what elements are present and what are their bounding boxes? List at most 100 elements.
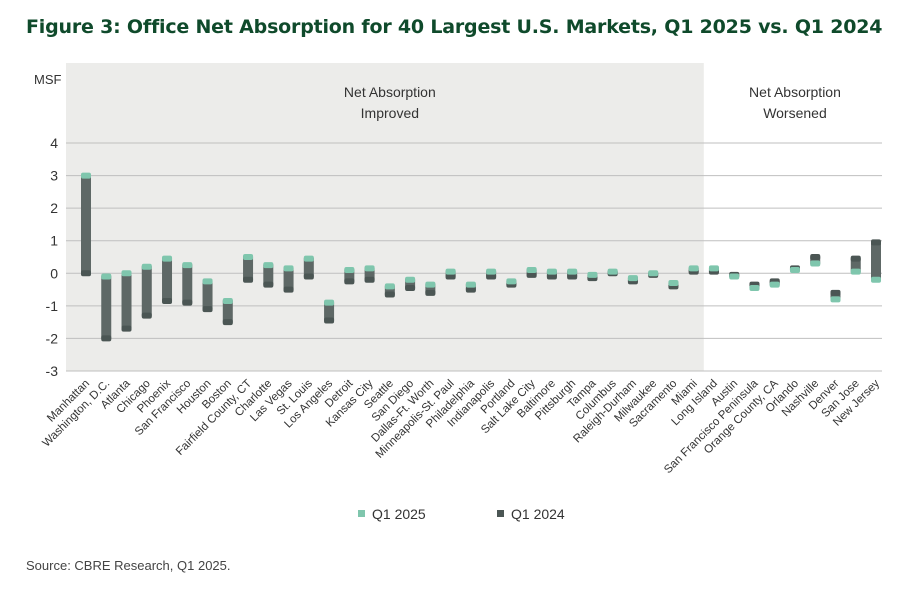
market-range xyxy=(141,263,152,319)
q1-2025-marker xyxy=(425,281,436,288)
q1-2025-marker xyxy=(648,270,659,277)
range-bar xyxy=(162,256,173,303)
q1-2024-marker xyxy=(101,335,112,342)
q1-2025-marker xyxy=(810,260,821,267)
y-tick-label: 4 xyxy=(50,135,58,151)
improved-region-background xyxy=(66,63,704,371)
q1-2025-marker xyxy=(749,284,760,291)
q1-2025-marker xyxy=(627,275,638,282)
range-bar xyxy=(222,298,233,325)
q1-2025-marker xyxy=(465,281,476,288)
q1-2025-marker xyxy=(789,267,800,274)
q1-2025-marker xyxy=(364,265,375,272)
y-tick-label: -2 xyxy=(46,330,59,346)
market-range xyxy=(627,275,638,285)
market-range xyxy=(445,268,456,280)
q1-2025-marker xyxy=(850,268,861,275)
y-tick-label: 1 xyxy=(50,233,58,249)
q1-2025-marker xyxy=(344,267,355,274)
market-range xyxy=(668,280,679,290)
q1-2025-marker xyxy=(567,268,578,275)
q1-2024-marker xyxy=(344,278,355,285)
y-tick-label: -1 xyxy=(46,298,59,314)
region-label: Worsened xyxy=(763,105,827,121)
q1-2024-marker xyxy=(364,276,375,283)
market-range xyxy=(182,262,193,306)
q1-2025-marker xyxy=(182,262,193,269)
q1-2025-marker xyxy=(506,278,517,285)
q1-2024-marker xyxy=(81,270,91,277)
market-range xyxy=(688,265,699,275)
range-bar xyxy=(81,173,91,276)
q1-2024-marker xyxy=(405,284,416,291)
q1-2024-marker xyxy=(850,255,861,262)
q1-2024-marker xyxy=(202,306,213,313)
q1-2025-marker xyxy=(830,296,841,303)
range-bars xyxy=(81,172,881,342)
y-tick-label: -3 xyxy=(46,363,59,379)
q1-2024-marker xyxy=(263,281,274,288)
range-bar xyxy=(324,300,335,323)
q1-2025-marker xyxy=(526,267,537,274)
q1-2025-marker xyxy=(445,268,456,275)
market-range xyxy=(708,265,719,275)
market-range xyxy=(830,289,841,303)
y-axis-label: MSF xyxy=(34,72,62,87)
q1-2025-marker xyxy=(546,268,557,275)
region-labels: Net Absorption Improved Net Absorption Wors… xyxy=(344,84,841,121)
market-range xyxy=(850,255,861,275)
q1-2024-marker xyxy=(162,297,173,304)
range-bar xyxy=(121,271,132,331)
market-range xyxy=(263,262,274,288)
market-range xyxy=(162,255,173,304)
market-range xyxy=(749,281,760,291)
q1-2024-marker xyxy=(526,271,537,278)
background-layer xyxy=(66,63,704,371)
q1-2024-marker xyxy=(810,254,821,260)
market-range xyxy=(283,265,294,293)
q1-2025-marker xyxy=(202,278,213,285)
q1-2024-marker xyxy=(303,273,314,280)
q1-2024-marker xyxy=(384,291,395,298)
q1-2025-marker xyxy=(769,281,780,288)
market-range xyxy=(810,254,821,267)
q1-2025-marker xyxy=(162,255,173,262)
region-label: Net Absorption xyxy=(749,84,841,100)
q1-2024-marker xyxy=(425,289,436,296)
q1-2025-marker xyxy=(405,276,416,283)
q1-2025-marker xyxy=(708,265,719,272)
q1-2025-marker xyxy=(486,268,497,275)
q1-2024-marker xyxy=(222,319,233,326)
market-range xyxy=(344,267,355,285)
legend-swatch xyxy=(358,510,365,517)
q1-2024-marker xyxy=(445,273,456,280)
y-tick-label: 0 xyxy=(50,265,58,281)
market-range xyxy=(506,278,517,288)
market-range xyxy=(324,299,335,324)
market-range xyxy=(81,172,91,277)
q1-2025-marker xyxy=(303,255,314,262)
range-bar xyxy=(263,263,274,287)
q1-2024-marker xyxy=(465,286,476,293)
market-range xyxy=(729,271,740,280)
market-range xyxy=(546,268,557,280)
q1-2025-marker xyxy=(81,172,91,179)
legend-swatch xyxy=(497,510,504,517)
y-tick-label: 3 xyxy=(50,168,58,184)
q1-2025-marker xyxy=(243,254,254,260)
q1-2025-marker xyxy=(668,280,679,287)
range-bar xyxy=(202,279,213,312)
market-range xyxy=(364,265,375,283)
q1-2024-marker xyxy=(830,289,841,296)
q1-2024-marker xyxy=(283,286,294,293)
range-bar xyxy=(101,274,112,341)
q1-2025-marker xyxy=(324,299,335,306)
market-range xyxy=(384,283,395,298)
q1-2025-marker xyxy=(121,270,132,277)
market-range xyxy=(607,268,618,277)
range-bar xyxy=(182,263,193,305)
market-range xyxy=(486,268,497,280)
range-bar xyxy=(303,256,314,279)
